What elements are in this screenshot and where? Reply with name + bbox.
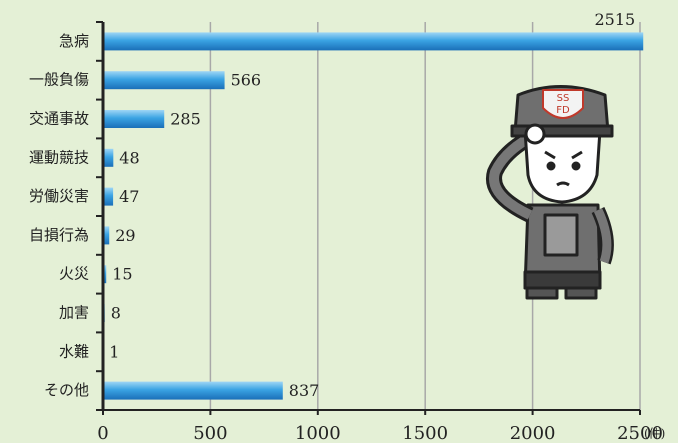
mouth — [556, 181, 570, 187]
bar — [103, 32, 644, 51]
y-tick-label: 加害 — [59, 304, 89, 322]
y-tick-label: 運動競技 — [29, 148, 89, 166]
y-tick-label: 労働災害 — [29, 187, 89, 205]
vest — [543, 213, 579, 257]
bar — [103, 110, 165, 128]
eye — [546, 161, 556, 171]
x-tick-label: 1000 — [295, 423, 341, 443]
y-tick-label: 一般負傷 — [29, 71, 89, 89]
face — [523, 128, 602, 204]
value-label: 47 — [119, 187, 139, 206]
badge — [542, 89, 584, 119]
y-tick-label: 自損行為 — [29, 226, 89, 244]
badge-text: FD — [556, 105, 570, 116]
axes: 0 500 1000 1500 2000 2500(件) 急病一般負傷交通事故運動競技労働災… — [29, 21, 665, 443]
cap-brim — [510, 124, 614, 138]
badge-text: SS — [557, 93, 570, 104]
illustration — [486, 85, 614, 300]
value-label: 837 — [289, 381, 320, 400]
bar — [103, 226, 110, 245]
value-label: 285 — [170, 110, 201, 129]
leg — [564, 286, 598, 300]
bar — [103, 71, 225, 90]
bar — [103, 381, 283, 400]
y-tick-label: 水難 — [59, 342, 89, 360]
x-tick-label: 0 — [97, 423, 108, 443]
x-tick-label: 2500 — [617, 423, 663, 443]
y-tick-label: その他 — [44, 381, 89, 399]
x-tick-label: 500 — [193, 423, 227, 443]
hand — [524, 123, 546, 145]
bars: 2515 566 285 48 47 29 15 8 1 837 — [103, 10, 644, 400]
y-tick-label: 急病 — [59, 32, 89, 50]
value-label: 2515 — [595, 10, 636, 29]
eye — [571, 161, 581, 171]
x-tick-label: 2000 — [510, 423, 556, 443]
bar — [103, 148, 114, 167]
y-tick-label: 交通事故 — [29, 110, 89, 128]
salute-arm-fill — [489, 130, 538, 220]
value-label: 566 — [231, 71, 262, 90]
leg — [525, 286, 559, 300]
x-unit: (件) — [644, 427, 665, 441]
value-label: 1 — [109, 342, 119, 361]
y-tick-label: 火災 — [59, 265, 89, 283]
bar — [103, 187, 114, 206]
belt — [523, 270, 602, 290]
brows — [544, 150, 583, 160]
x-tick-label: 1500 — [402, 423, 448, 443]
value-label: 48 — [119, 148, 139, 167]
value-label: 29 — [115, 226, 135, 245]
value-label: 15 — [112, 265, 132, 284]
bar — [103, 265, 107, 284]
arm-fill — [593, 208, 612, 264]
value-label: 8 — [111, 304, 121, 323]
